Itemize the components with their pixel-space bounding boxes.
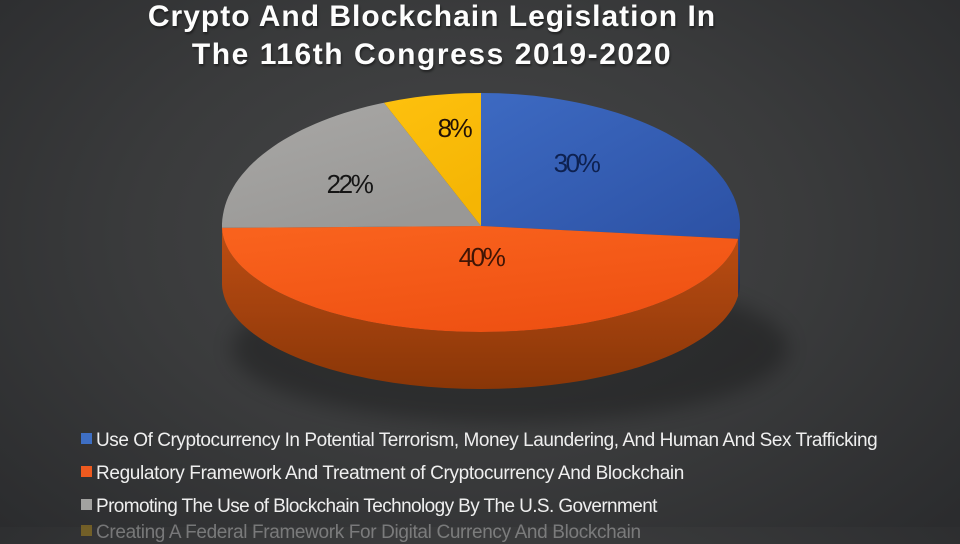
svg-text:22%: 22% — [327, 169, 374, 199]
svg-text:30%: 30% — [554, 148, 601, 178]
svg-text:8%: 8% — [438, 113, 473, 143]
svg-text:40%: 40% — [459, 242, 506, 272]
